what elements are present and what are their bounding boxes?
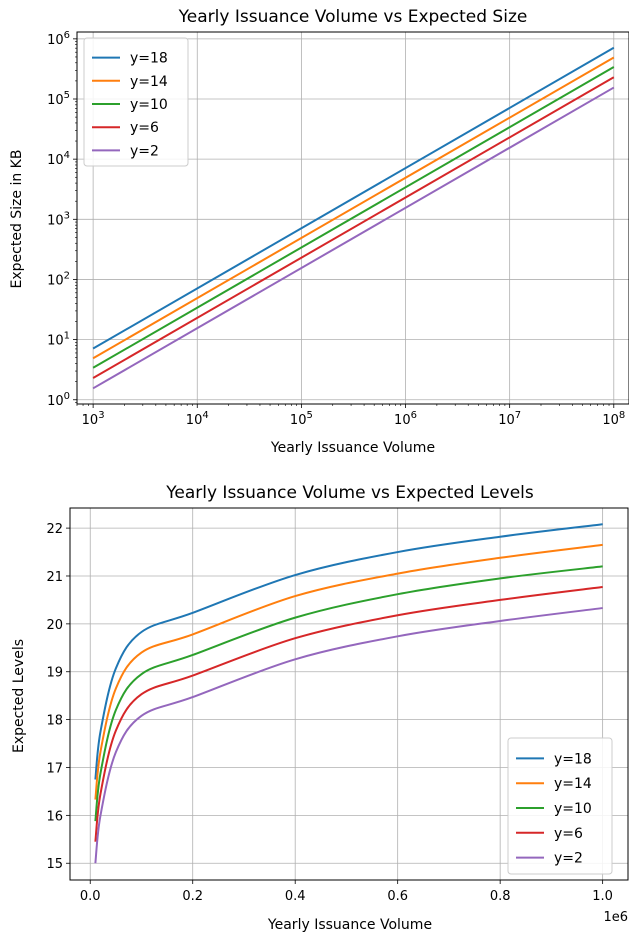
chart-expected-size: Yearly Issuance Volume vs Expected Size …	[9, 7, 629, 456]
y-tick-label: 17	[46, 761, 63, 776]
legend-label: y=6	[554, 826, 583, 842]
y-tick-label: 105	[47, 90, 70, 108]
x-tick-label: 107	[498, 410, 521, 428]
legend: y=18 y=14 y=10 y=6 y=2	[507, 737, 613, 875]
y-tick-label: 16	[46, 809, 63, 824]
series-line	[94, 523, 603, 780]
grid	[70, 508, 628, 880]
x-tick-label: 105	[290, 410, 313, 428]
legend-label: y=18	[554, 751, 592, 767]
series-line	[92, 56, 615, 360]
ticks: 0.0 0.2 0.4 0.6 0.8 1.0 15 16 17 18 19 20 21 22	[46, 522, 613, 904]
x-tick-label: 0.4	[285, 889, 306, 904]
legend: y=18 y=14 y=10 y=6 y=2	[83, 37, 189, 167]
x-offset-label: 1e6	[603, 910, 628, 925]
legend-label: y=2	[554, 851, 583, 867]
y-tick-label: 21	[46, 570, 63, 585]
legend-box	[83, 37, 189, 167]
y-tick-label: 101	[47, 331, 70, 349]
plot-frame	[69, 507, 629, 881]
x-tick-label: 103	[82, 410, 105, 428]
y-axis-label: Expected Size in KB	[9, 150, 25, 289]
chart-expected-levels: Yearly Issuance Volume vs Expected Level…	[11, 483, 629, 933]
y-tick-label: 104	[47, 150, 70, 168]
series-line	[94, 586, 603, 842]
x-tick-label: 1.0	[592, 889, 613, 904]
series-line	[94, 543, 603, 800]
x-tick-label: 0.2	[182, 889, 203, 904]
series-line	[92, 46, 615, 350]
series-line	[92, 66, 615, 369]
y-tick-label: 22	[46, 522, 63, 537]
y-tick-label: 100	[47, 391, 70, 409]
legend-label: y=14	[554, 776, 592, 792]
x-axis-label: Yearly Issuance Volume	[267, 917, 432, 933]
x-tick-label: 108	[602, 410, 625, 428]
x-tick-label: 104	[186, 410, 209, 428]
series-lines	[92, 46, 615, 390]
y-tick-label: 103	[47, 210, 70, 228]
series-line	[92, 86, 615, 390]
legend-label: y=2	[130, 143, 159, 159]
series-lines	[94, 523, 603, 864]
x-tick-label: 0.6	[387, 889, 408, 904]
y-axis-label: Expected Levels	[11, 639, 27, 753]
y-tick-label: 19	[46, 666, 63, 681]
legend-label: y=10	[130, 97, 168, 113]
x-tick-label: 0.8	[490, 889, 511, 904]
y-tick-label: 102	[47, 270, 70, 288]
y-tick-label: 18	[46, 714, 63, 729]
chart-title: Yearly Issuance Volume vs Expected Level…	[165, 483, 534, 503]
series-line	[92, 76, 615, 379]
legend-label: y=18	[130, 51, 168, 67]
legend-label: y=10	[554, 801, 592, 817]
plot-frame	[76, 31, 629, 405]
x-tick-label: 106	[394, 410, 417, 428]
legend-label: y=6	[130, 120, 159, 136]
legend-box	[507, 737, 613, 875]
series-line	[94, 565, 603, 822]
x-axis-label: Yearly Issuance Volume	[270, 440, 435, 456]
chart-title: Yearly Issuance Volume vs Expected Size	[178, 7, 528, 27]
x-tick-label: 0.0	[80, 889, 101, 904]
y-tick-label: 106	[47, 30, 70, 48]
y-tick-label: 15	[46, 857, 63, 872]
legend-label: y=14	[130, 74, 168, 90]
series-line	[94, 607, 603, 864]
y-tick-label: 20	[46, 618, 63, 633]
